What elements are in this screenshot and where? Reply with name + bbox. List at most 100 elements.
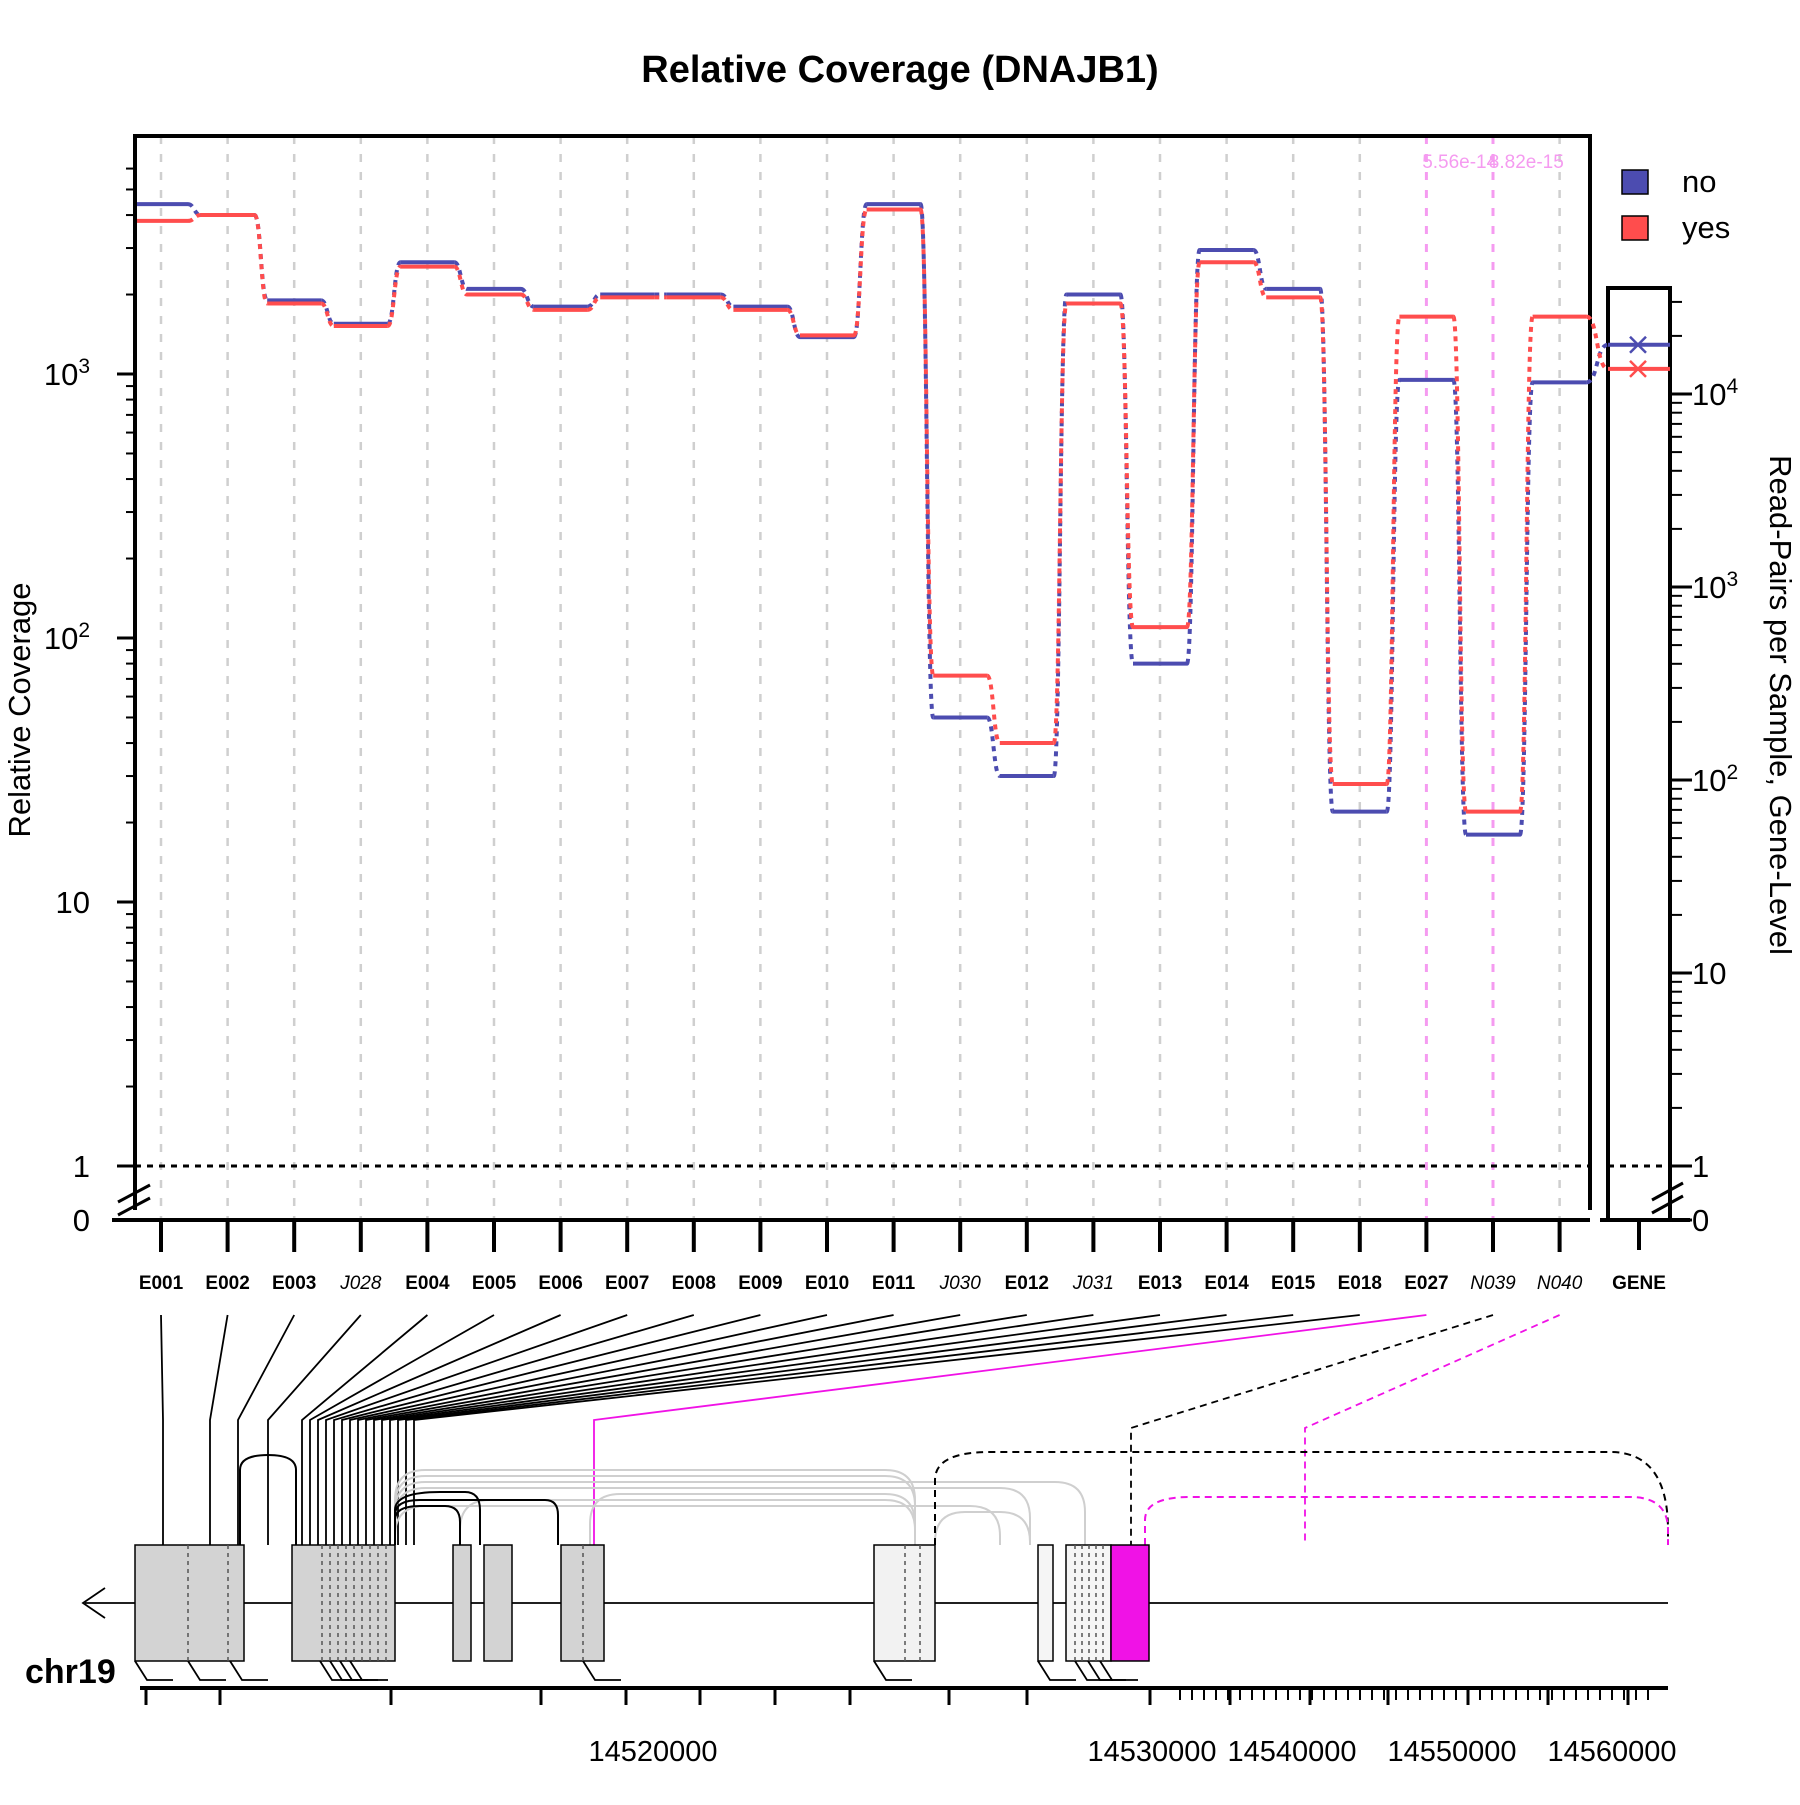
- plot-frame: [133, 134, 1592, 1210]
- feature-connector: [267, 1314, 362, 1545]
- series-connector: [1318, 295, 1335, 786]
- feature-connector: [373, 1314, 1027, 1545]
- x-tick-label: E005: [472, 1273, 517, 1294]
- x-tick-label: E006: [538, 1273, 582, 1294]
- x-tick-label: E013: [1138, 1273, 1182, 1294]
- feature-connector: [365, 1314, 961, 1545]
- feature-connector: [341, 1314, 761, 1545]
- legend-label-no: no: [1682, 164, 1716, 199]
- exon-box: [1037, 1544, 1054, 1662]
- axis-break-mark: [1651, 1181, 1684, 1202]
- junction-arc: [239, 1453, 297, 1545]
- feature-lower-connector: [1037, 1660, 1076, 1681]
- novel-junction-arc: [934, 1451, 1669, 1545]
- feature-connector: [309, 1314, 495, 1545]
- series-connector: [720, 292, 734, 309]
- series-connector: [320, 301, 335, 328]
- junction-arc: [394, 1499, 559, 1545]
- feature-connector: [1130, 1314, 1494, 1545]
- gene-value-marker: [1629, 359, 1647, 378]
- splice-arc: [459, 1499, 916, 1545]
- series-connector: [852, 207, 869, 338]
- series-connector: [720, 295, 734, 312]
- series-connector: [587, 292, 601, 309]
- series-connector: [1185, 247, 1202, 666]
- splice-arc: [394, 1481, 1086, 1545]
- y-tick-label: 0: [73, 1203, 90, 1238]
- feature-lower-connector: [1099, 1660, 1138, 1681]
- feature-lower-connector: [134, 1660, 173, 1681]
- series-connector: [453, 260, 468, 291]
- strand-arrow-icon: [81, 1587, 106, 1619]
- y-axis-label: Relative Coverage: [2, 582, 37, 837]
- axis-break-mark: [117, 1196, 151, 1217]
- splice-arc: [394, 1505, 1001, 1545]
- feature-connector: [1304, 1314, 1560, 1545]
- x-tick-label: E004: [405, 1273, 450, 1294]
- x-tick-label: E002: [205, 1273, 249, 1294]
- series-connector: [587, 295, 601, 312]
- pvalue-label: 8.82e-15: [1489, 152, 1564, 173]
- gene-connector: [1585, 314, 1609, 371]
- exon-box: [452, 1544, 472, 1662]
- novel-junction-arc: [1144, 1496, 1669, 1545]
- junction-arc: [394, 1505, 461, 1545]
- feature-connector: [160, 1314, 164, 1545]
- x-tick-label: E007: [605, 1273, 649, 1294]
- series-connector: [1251, 247, 1269, 291]
- x-tick-label: E014: [1204, 1273, 1249, 1294]
- series-connector: [1384, 377, 1402, 814]
- x-tick-label: E001: [139, 1273, 184, 1294]
- axis-break-mark: [1651, 1194, 1684, 1215]
- y-right-tick-label: 0: [1692, 1203, 1709, 1238]
- series-connector: [1185, 260, 1202, 630]
- series-connector: [1252, 260, 1268, 300]
- x-tick-label: J031: [1072, 1273, 1114, 1294]
- gene-connector: [1585, 342, 1609, 385]
- series-connector: [985, 715, 1002, 779]
- series-connector: [1051, 301, 1069, 746]
- x-tick-label: E012: [1005, 1273, 1049, 1294]
- axis-break-mark: [117, 1183, 151, 1204]
- series-connector: [1518, 380, 1535, 837]
- feature-connector: [349, 1314, 828, 1545]
- series-yes: [134, 207, 1587, 814]
- series-connector: [786, 304, 802, 340]
- feature-connector: [333, 1314, 695, 1545]
- x-tick-label: E027: [1404, 1273, 1448, 1294]
- exon-box: [1110, 1544, 1150, 1662]
- feature-connector: [381, 1314, 1094, 1545]
- series-connector: [1051, 292, 1069, 779]
- series-connector: [385, 264, 403, 328]
- x-tick-label: J030: [939, 1273, 982, 1294]
- feature-lower-connector: [349, 1660, 388, 1681]
- legend-label-yes: yes: [1682, 210, 1730, 245]
- x-tick-label: E018: [1338, 1273, 1382, 1294]
- chromosome-label: chr19: [25, 1653, 116, 1691]
- x-tick-label: E015: [1271, 1273, 1316, 1294]
- series-connector: [252, 213, 270, 306]
- chart-title: Relative Coverage (DNAJB1): [641, 49, 1158, 91]
- series-connector: [1118, 301, 1135, 630]
- exon-box: [291, 1544, 396, 1662]
- x-tick-label: E011: [872, 1273, 916, 1294]
- exon-box: [483, 1544, 513, 1662]
- series-connector: [453, 264, 468, 297]
- gene-panel-frame: [1606, 286, 1672, 1218]
- feature-lower-connector: [187, 1660, 226, 1681]
- exon-box: [134, 1544, 245, 1662]
- feature-lower-connector: [873, 1660, 912, 1681]
- x-tick-label: N040: [1537, 1273, 1583, 1294]
- feature-connector: [413, 1314, 1360, 1545]
- x-tick-label: E003: [272, 1273, 316, 1294]
- x-tick-label: E010: [805, 1273, 849, 1294]
- genomic-tick-label: 14520000: [588, 1736, 717, 1768]
- pvalue-label: 5.56e-14: [1422, 152, 1497, 173]
- feature-lower-connector: [582, 1660, 621, 1681]
- genomic-tick-label: 14540000: [1227, 1736, 1356, 1768]
- legend-swatch-yes: [1621, 215, 1649, 241]
- series-connector: [1384, 314, 1402, 786]
- junction-arc: [394, 1491, 481, 1545]
- y-tick-label: 10: [56, 885, 90, 920]
